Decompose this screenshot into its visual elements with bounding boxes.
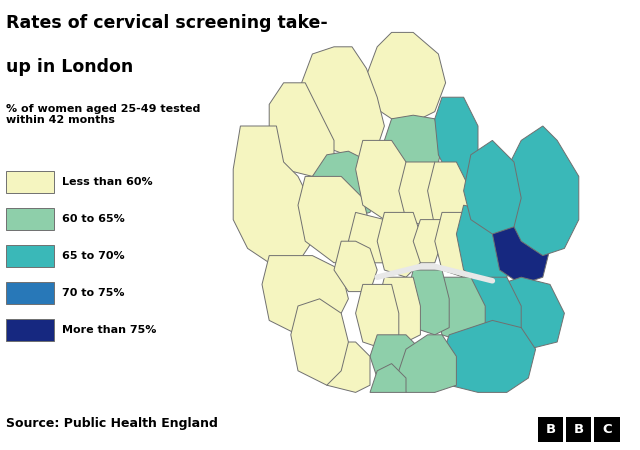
Polygon shape (298, 176, 370, 263)
Text: C: C (602, 423, 612, 436)
Text: B: B (573, 423, 584, 436)
Polygon shape (507, 126, 579, 256)
Text: 60 to 65%: 60 to 65% (62, 214, 125, 224)
Text: % of women aged 25-49 tested
within 42 months: % of women aged 25-49 tested within 42 m… (6, 104, 201, 125)
Polygon shape (370, 335, 420, 385)
Polygon shape (262, 256, 348, 335)
Polygon shape (356, 284, 399, 349)
Text: Rates of cervical screening take-: Rates of cervical screening take- (6, 14, 328, 32)
Text: B: B (545, 423, 556, 436)
Polygon shape (413, 220, 442, 263)
Polygon shape (399, 162, 442, 227)
Polygon shape (456, 205, 514, 284)
Polygon shape (233, 126, 312, 263)
Polygon shape (399, 335, 456, 392)
Polygon shape (269, 83, 334, 176)
Polygon shape (463, 140, 521, 234)
Polygon shape (463, 277, 521, 342)
Polygon shape (334, 241, 377, 292)
Text: up in London: up in London (6, 58, 134, 76)
Text: 70 to 75%: 70 to 75% (62, 288, 125, 298)
Text: Less than 60%: Less than 60% (62, 177, 153, 187)
Polygon shape (385, 115, 442, 187)
Polygon shape (377, 277, 420, 342)
Text: More than 75%: More than 75% (62, 325, 156, 335)
Polygon shape (428, 162, 471, 234)
Polygon shape (291, 299, 348, 385)
Polygon shape (377, 212, 420, 277)
Polygon shape (301, 47, 385, 158)
Polygon shape (366, 32, 445, 122)
Polygon shape (435, 212, 478, 277)
Polygon shape (435, 97, 478, 184)
Polygon shape (370, 364, 406, 392)
Polygon shape (492, 198, 550, 284)
Polygon shape (406, 270, 449, 335)
Polygon shape (442, 320, 536, 392)
Polygon shape (348, 212, 392, 263)
Text: 65 to 70%: 65 to 70% (62, 251, 125, 261)
Polygon shape (319, 342, 370, 392)
Polygon shape (435, 277, 485, 342)
Polygon shape (356, 140, 413, 220)
Polygon shape (492, 277, 564, 349)
Text: Source: Public Health England: Source: Public Health England (6, 417, 218, 429)
Polygon shape (312, 151, 377, 220)
